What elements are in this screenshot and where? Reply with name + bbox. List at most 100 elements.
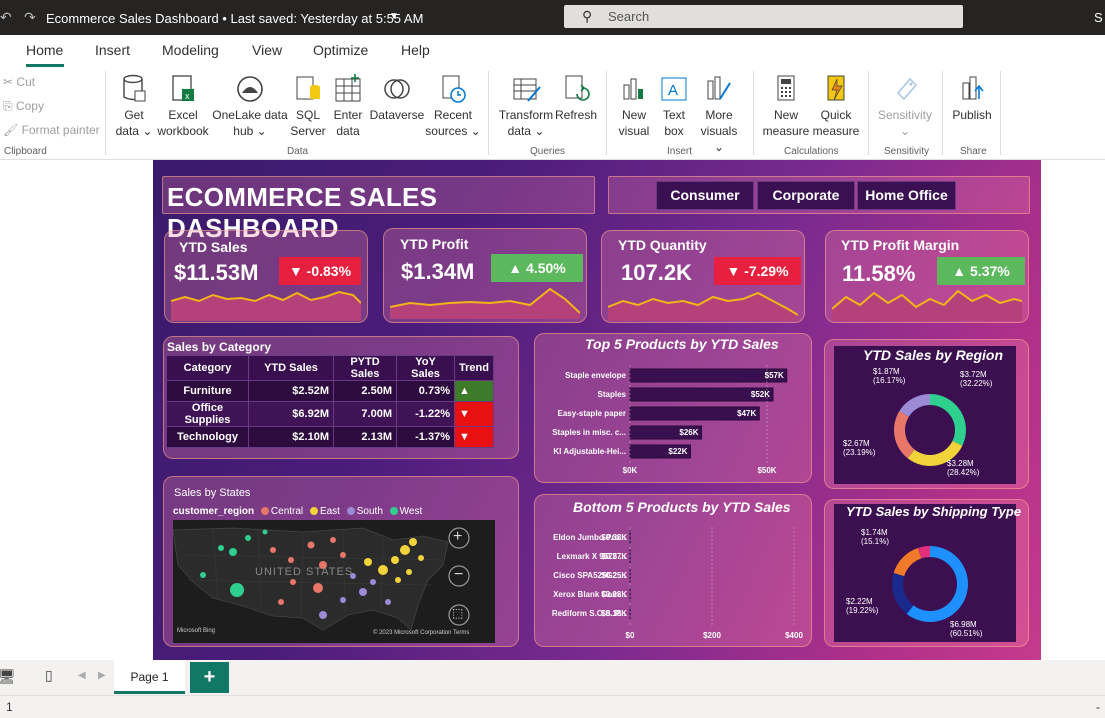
legend-item[interactable]: Central — [270, 506, 304, 517]
column-header[interactable]: YoY Sales — [396, 355, 455, 381]
table-cell: Office Supplies — [166, 401, 249, 427]
next-page-icon[interactable]: ▶ — [98, 670, 106, 681]
us-map[interactable]: UNITED STATES + − ⬚ Microsoft Bing © 202… — [173, 520, 495, 643]
enter-data-button[interactable]: Enter data — [330, 73, 366, 139]
get-data-button[interactable]: Get data ⌄ — [113, 73, 155, 139]
refresh-button[interactable]: Refresh — [555, 73, 597, 123]
select-region-icon[interactable]: ⬚ — [452, 606, 464, 620]
undo-icon[interactable]: ↶ — [0, 9, 12, 25]
onelake-data-hub-button[interactable]: OneLake data hub ⌄ — [212, 73, 288, 139]
more-visuals-button[interactable]: More visuals ⌄ — [695, 73, 743, 155]
recent-sources-button[interactable]: Recent sources ⌄ — [424, 73, 482, 139]
publish-button[interactable]: Publish — [948, 73, 996, 123]
page-tab-page1[interactable]: Page 1 — [114, 660, 185, 694]
column-header[interactable]: PYTD Sales — [333, 355, 397, 381]
zoom-out-button[interactable]: - — [1096, 700, 1100, 714]
segment-corporate-button[interactable]: Corporate — [757, 181, 855, 210]
new-measure-button[interactable]: New measure — [760, 73, 812, 139]
donut-slice — [892, 572, 914, 615]
axis-tick-label: $0K — [623, 466, 638, 475]
legend-dot-central — [260, 507, 269, 515]
database-icon — [123, 74, 146, 102]
segment-consumer-button[interactable]: Consumer — [656, 181, 754, 210]
search-icon: ⚲ — [582, 8, 593, 24]
prev-page-icon[interactable]: ◀ — [78, 670, 86, 681]
table-row[interactable]: Technology $2.10M 2.13M -1.37% ▼ — [166, 426, 494, 448]
shipping-donut-chart: $6.98M (60.51%) $2.22M (19.22%) $1.74M (15.1%… — [846, 528, 983, 638]
kpi-change-badge: ▼ -7.29% — [714, 257, 801, 285]
excel-workbook-button[interactable]: x Excel workbook — [155, 73, 211, 139]
zoom-in-icon[interactable]: + — [453, 528, 463, 545]
dataverse-button[interactable]: Dataverse — [367, 73, 427, 123]
status-bar: 1 - — [0, 695, 1105, 718]
column-header[interactable]: Category — [166, 355, 249, 381]
page-indicator: 1 — [6, 700, 13, 714]
segment-home-office-button[interactable]: Home Office — [857, 181, 956, 210]
table-cell: 0.73% — [396, 380, 455, 402]
map-legend: customer_region Central East South West — [173, 506, 422, 517]
search-placeholder: Search — [608, 9, 650, 24]
map-attribution[interactable]: © 2023 Microsoft Corporation Terms — [373, 630, 470, 636]
add-page-button[interactable]: + — [190, 662, 229, 693]
column-header[interactable]: YTD Sales — [248, 355, 334, 381]
user-avatar[interactable]: S — [1094, 10, 1103, 25]
axis-tick-label: $200 — [703, 631, 721, 640]
transform-data-button[interactable]: Transform data ⌄ — [497, 73, 555, 139]
bar — [629, 406, 760, 421]
divider — [105, 71, 106, 155]
sensitivity-button[interactable]: Sensitivity ⌄ — [874, 73, 936, 139]
tab-optimize[interactable]: Optimize — [313, 42, 369, 58]
cut-button[interactable]: ✂ Cut — [3, 75, 36, 89]
kpi-change-badge: ▲ 4.50% — [491, 254, 583, 282]
bottom5-products-panel: Bottom 5 Products by YTD Sales Eldon Jum… — [534, 494, 812, 647]
sql-server-button[interactable]: SQL Server — [289, 73, 327, 139]
redo-icon[interactable]: ↷ — [24, 9, 36, 25]
kpi-title: YTD Profit — [400, 236, 469, 252]
column-header[interactable]: Trend — [454, 355, 494, 381]
tab-insert[interactable]: Insert — [95, 42, 131, 58]
bar-value-label: $47K — [737, 409, 756, 418]
format-painter-button[interactable]: 🖌 Format painter — [3, 123, 100, 137]
desktop-view-icon[interactable]: 🖥 — [0, 668, 16, 684]
excel-icon: x — [172, 75, 194, 101]
group-label-insert: Insert — [667, 146, 693, 157]
dashboard: ECOMMERCE SALES DASHBOARD Consumer Corpo… — [153, 160, 1041, 660]
text-box-button[interactable]: A Text box — [656, 73, 692, 139]
table-cell: 2.13M — [333, 426, 397, 448]
tab-view[interactable]: View — [252, 42, 283, 58]
legend-item[interactable]: South — [356, 506, 383, 517]
search-box[interactable]: ⚲ Search — [564, 5, 963, 28]
quick-measure-button[interactable]: Quick measure — [812, 73, 860, 139]
sales-by-category-table: Category YTD Sales PYTD Sales YoY Sales … — [166, 355, 494, 448]
group-label-share: Share — [960, 146, 987, 157]
kpi-sparkline — [390, 287, 580, 319]
bottom5-bar-chart: Eldon Jumbo Pro...$0.38K Lexmark X 9575 .… — [552, 527, 803, 640]
bar — [629, 425, 702, 440]
legend-dot-east — [309, 507, 318, 515]
zoom-out-icon[interactable]: − — [454, 566, 464, 583]
title-dropdown-icon[interactable]: ▼ — [389, 11, 399, 22]
table-cell: -1.22% — [396, 401, 455, 427]
new-visual-button[interactable]: New visual — [615, 73, 653, 139]
bar — [629, 444, 691, 459]
mobile-view-icon[interactable]: ▯ — [45, 667, 53, 683]
tab-modeling[interactable]: Modeling — [162, 42, 219, 58]
legend-item[interactable]: West — [399, 506, 423, 517]
kpi-value: $11.53M — [174, 260, 259, 285]
region-donut-chart: $3.72M (32.22%) $3.28M (28.42%) $2.67M (23.19… — [843, 367, 993, 477]
top5-products-panel: Top 5 Products by YTD Sales Staple envel… — [534, 333, 812, 483]
legend-item[interactable]: East — [319, 506, 340, 517]
table-row[interactable]: Furniture $2.52M 2.50M 0.73% ▲ — [166, 380, 494, 402]
panel-title: Top 5 Products by YTD Sales — [585, 336, 779, 352]
tab-home[interactable]: Home — [26, 42, 64, 58]
kpi-value: 11.58% — [842, 261, 916, 286]
dashboard-title-box: ECOMMERCE SALES DASHBOARD — [162, 176, 595, 243]
kpi-title: YTD Profit Margin — [841, 237, 960, 253]
table-row[interactable]: Office Supplies $6.92M 7.00M -1.22% ▼ — [166, 401, 494, 427]
copy-button[interactable]: ⎘ Copy — [3, 99, 44, 113]
kpi-card-ytd-sales: YTD Sales $11.53M ▼ -0.83% — [164, 230, 368, 323]
dashboard-title: ECOMMERCE SALES DASHBOARD — [167, 182, 438, 243]
bar-value-label: $0.23K — [601, 590, 627, 599]
tab-help[interactable]: Help — [401, 42, 430, 58]
sales-by-shipping-panel: YTD Sales by Shipping Type $6.98M (60.51%… — [824, 499, 1029, 647]
